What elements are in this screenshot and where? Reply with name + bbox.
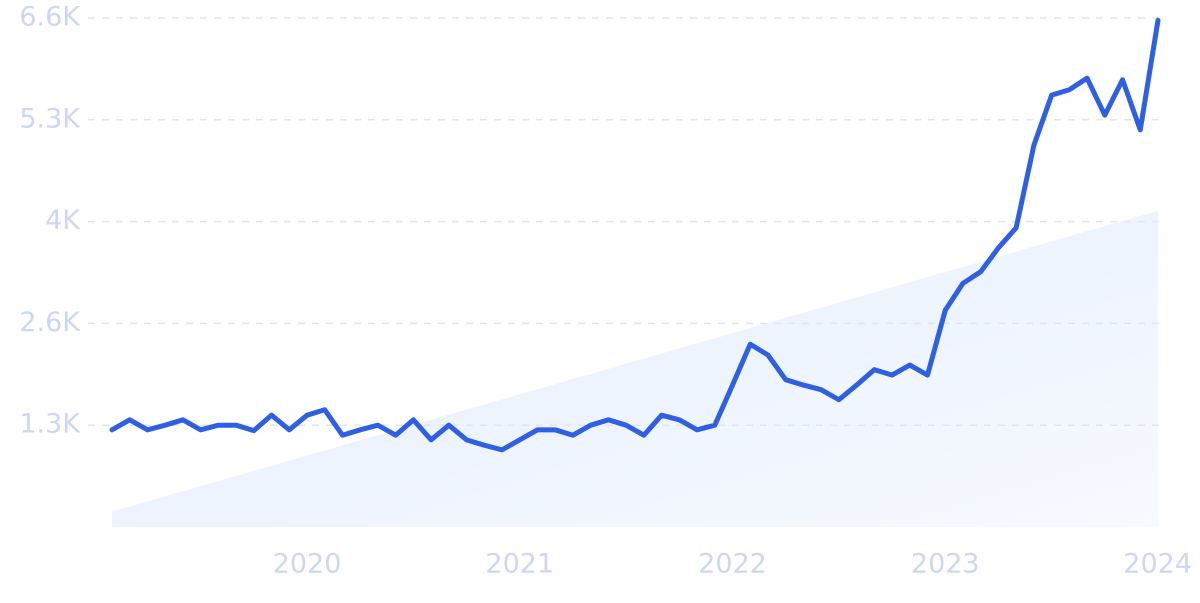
x-tick-label: 2024 <box>1123 549 1192 580</box>
trend-area <box>112 210 1158 527</box>
y-tick-label: 4K <box>45 205 81 236</box>
x-tick-label: 2020 <box>273 549 342 580</box>
y-tick-label: 2.6K <box>19 307 81 338</box>
x-tick-label: 2022 <box>698 549 767 580</box>
line <box>109 17 1161 453</box>
x-tick-label: 2021 <box>485 549 554 580</box>
y-tick-label: 6.6K <box>19 2 81 33</box>
y-tick-label: 5.3K <box>19 103 81 134</box>
x-tick-label: 2023 <box>911 549 980 580</box>
y-tick-label: 1.3K <box>19 409 81 440</box>
